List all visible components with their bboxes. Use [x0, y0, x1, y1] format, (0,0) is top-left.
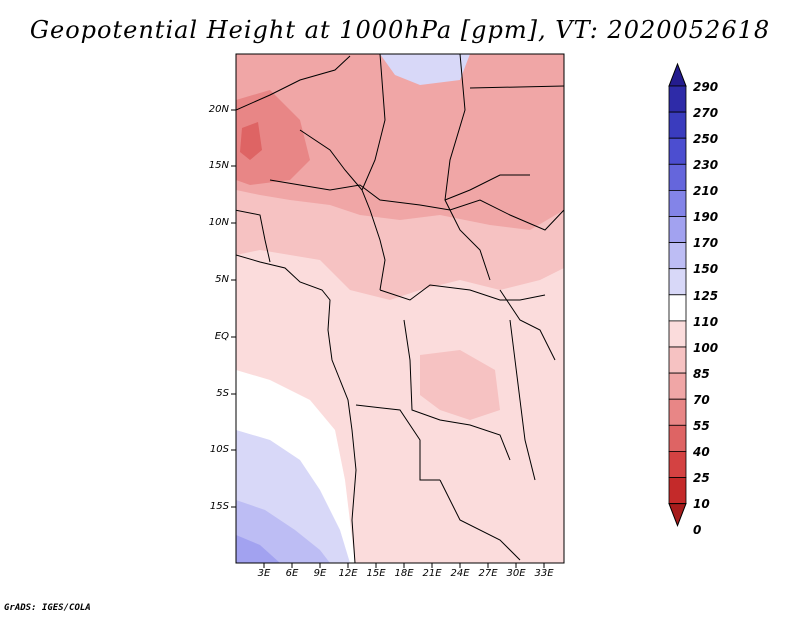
lon-label-6e: 6E: [285, 568, 299, 579]
colorbar-arrow-bottom: [668, 503, 687, 527]
colorbar-label: 150: [693, 262, 719, 276]
lat-label-5n: 5N: [215, 274, 229, 285]
colorbar-segment: [668, 189, 687, 217]
colorbar-segment: [668, 450, 687, 478]
colorbar: [668, 62, 687, 527]
colorbar-label: 125: [693, 289, 719, 303]
colorbar-label: 210: [693, 184, 719, 198]
lon-label-12e: 12E: [338, 568, 358, 579]
lon-label-21e: 21E: [422, 568, 442, 579]
field-atlantic-deepblue: [236, 535, 280, 563]
colorbar-segment: [668, 320, 687, 348]
colorbar-segment: [668, 268, 687, 296]
lat-label-10s: 10S: [209, 444, 229, 455]
field-north-peak-east: [500, 80, 564, 200]
lon-label-33e: 33E: [534, 568, 554, 579]
lon-label-9e: 9E: [313, 568, 327, 579]
lon-label-24e: 24E: [450, 568, 470, 579]
colorbar-label: 0: [693, 523, 702, 537]
colorbar-segment: [668, 137, 687, 165]
colorbar-label: 25: [693, 471, 710, 485]
colorbar-label: 230: [693, 158, 719, 172]
colorbar-label: 85: [693, 367, 710, 381]
colorbar-label: 70: [693, 393, 710, 407]
lat-ticks: [231, 109, 236, 508]
colorbar-label: 110: [693, 315, 719, 329]
field-congo-basin: [420, 350, 500, 420]
field-north-peak-west: [236, 90, 310, 185]
lon-label-18e: 18E: [394, 568, 414, 579]
lat-label-15n: 15N: [208, 160, 229, 171]
colorbar-segment: [668, 346, 687, 374]
lat-label-5s: 5S: [216, 388, 229, 399]
colorbar-label: 100: [693, 341, 719, 355]
colorbar-label: 290: [693, 80, 719, 94]
colorbar-label: 190: [693, 210, 719, 224]
map-title: Geopotential Height at 1000hPa [gpm], VT…: [29, 16, 771, 44]
lat-label-eq: EQ: [214, 331, 229, 342]
colorbar-segment: [668, 424, 687, 452]
lat-label-10n: 10N: [208, 217, 229, 228]
colorbar-arrow-top: [668, 62, 687, 87]
colorbar-segment: [668, 216, 687, 244]
colorbar-segment: [668, 477, 687, 505]
colorbar-segment: [668, 294, 687, 322]
colorbar-segment: [668, 85, 687, 113]
grads-credit: GrADS: IGES/COLA: [4, 603, 91, 613]
colorbar-label: 270: [693, 106, 719, 120]
coastlines-borders: [236, 54, 564, 563]
colorbar-segment: [668, 242, 687, 270]
colorbar-segment: [668, 372, 687, 400]
colorbar-label: 170: [693, 236, 719, 250]
map-frame: [235, 53, 565, 564]
colorbar-label: 40: [693, 445, 710, 459]
lon-label-15e: 15E: [366, 568, 386, 579]
lon-label-27e: 27E: [478, 568, 498, 579]
colorbar-segment: [668, 163, 687, 191]
field-max-spot: [240, 122, 262, 160]
colorbar-label: 250: [693, 132, 719, 146]
lat-label-15s: 15S: [209, 501, 229, 512]
colorbar-label: 55: [693, 419, 710, 433]
field-north-blue: [380, 54, 470, 85]
lat-label-20n: 20N: [208, 104, 229, 115]
lon-label-3e: 3E: [257, 568, 271, 579]
colorbar-label: 10: [693, 497, 710, 511]
lon-ticks: [263, 563, 545, 568]
colorbar-segment: [668, 111, 687, 139]
field-north-core: [236, 54, 564, 230]
lon-label-30e: 30E: [506, 568, 526, 579]
colorbar-segment: [668, 398, 687, 426]
map-plot-area: [236, 54, 564, 563]
